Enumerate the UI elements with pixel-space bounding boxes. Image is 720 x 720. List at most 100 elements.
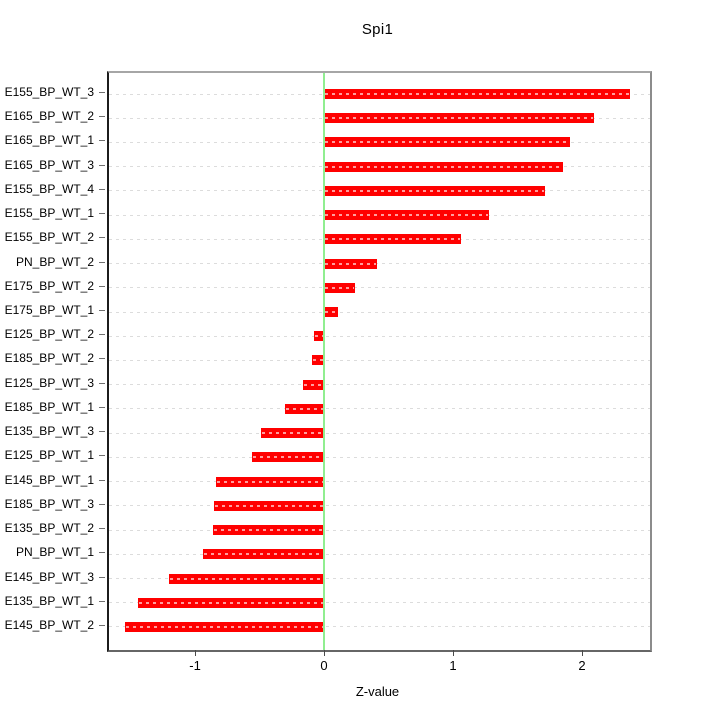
- y-axis-label: E125_BP_WT_3: [4, 375, 94, 390]
- y-axis-tick: [99, 310, 105, 311]
- y-axis-label: E135_BP_WT_2: [4, 521, 94, 536]
- y-axis-label: E155_BP_WT_1: [4, 206, 94, 221]
- x-axis-tick: [582, 650, 583, 656]
- x-axis-tick: [195, 650, 196, 656]
- bar-inner-dash: [325, 214, 489, 217]
- y-axis-label: E155_BP_WT_2: [4, 230, 94, 245]
- y-axis-label: E145_BP_WT_1: [4, 472, 94, 487]
- y-axis-tick: [99, 577, 105, 578]
- bar-inner-dash: [216, 480, 324, 483]
- bar-E175_BP_WT_1: [324, 307, 339, 318]
- y-axis-label: E175_BP_WT_2: [4, 278, 94, 293]
- y-axis-label: PN_BP_WT_1: [15, 545, 94, 560]
- bar-E155_BP_WT_4: [324, 185, 545, 196]
- bar-E185_BP_WT_3: [214, 500, 325, 511]
- bar-inner-dash: [170, 577, 324, 580]
- x-axis-tick-label: 2: [578, 658, 586, 673]
- row-gridline: [109, 335, 650, 337]
- bar-E145_BP_WT_3: [169, 573, 325, 584]
- bar-inner-dash: [203, 553, 324, 556]
- bar-E135_BP_WT_1: [138, 597, 325, 608]
- y-axis-tick: [99, 504, 105, 505]
- bar-E155_BP_WT_2: [324, 234, 461, 245]
- row-gridline: [109, 602, 650, 604]
- bar-E135_BP_WT_2: [213, 525, 325, 536]
- bar-inner-dash: [286, 407, 324, 410]
- bar-E165_BP_WT_2: [324, 113, 594, 124]
- bar-inner-dash: [325, 311, 338, 314]
- y-axis-label: E165_BP_WT_1: [4, 133, 94, 148]
- y-axis-tick: [99, 552, 105, 553]
- y-axis-label: E155_BP_WT_3: [4, 85, 94, 99]
- row-gridline: [109, 384, 650, 386]
- y-axis-tick: [99, 189, 105, 190]
- bar-E125_BP_WT_2: [313, 331, 325, 342]
- bar-E135_BP_WT_3: [260, 428, 325, 439]
- bar-E145_BP_WT_2: [125, 621, 325, 632]
- row-gridline: [109, 408, 650, 410]
- y-axis-label: E125_BP_WT_2: [4, 327, 94, 342]
- y-axis-tick: [99, 92, 105, 93]
- y-axis-tick: [99, 431, 105, 432]
- bar-inner-dash: [215, 504, 324, 507]
- y-axis-label: E185_BP_WT_3: [4, 496, 94, 511]
- x-axis-title: Z-value: [355, 684, 400, 699]
- row-gridline: [109, 432, 650, 434]
- y-axis-label: E135_BP_WT_3: [4, 424, 94, 439]
- y-axis-tick: [99, 407, 105, 408]
- bar-PN_BP_WT_1: [202, 549, 325, 560]
- bar-inner-dash: [139, 601, 324, 604]
- y-axis-label: E165_BP_WT_3: [4, 157, 94, 172]
- y-axis-tick: [99, 601, 105, 602]
- bar-inner-dash: [325, 165, 562, 168]
- bar-inner-dash: [325, 262, 376, 265]
- bar-E165_BP_WT_1: [324, 137, 571, 148]
- bar-inner-dash: [325, 286, 354, 289]
- bar-E185_BP_WT_2: [312, 355, 325, 366]
- bar-inner-dash: [252, 456, 324, 459]
- y-axis-tick: [99, 262, 105, 263]
- y-axis-label: E165_BP_WT_2: [4, 109, 94, 124]
- bar-E185_BP_WT_1: [285, 403, 325, 414]
- row-gridline: [109, 311, 650, 313]
- bar-inner-dash: [304, 383, 324, 386]
- row-gridline: [109, 553, 650, 555]
- y-axis-tick: [99, 140, 105, 141]
- bar-PN_BP_WT_2: [324, 258, 377, 269]
- bar-inner-dash: [126, 625, 324, 628]
- bar-inner-dash: [261, 432, 324, 435]
- y-axis-label: E145_BP_WT_2: [4, 617, 94, 632]
- bar-E145_BP_WT_1: [215, 476, 325, 487]
- row-gridline: [109, 529, 650, 531]
- row-gridline: [109, 263, 650, 265]
- chart-title: Spi1: [361, 21, 394, 38]
- y-axis-tick: [99, 116, 105, 117]
- y-axis-label: E175_BP_WT_1: [4, 303, 94, 318]
- bar-inner-dash: [325, 238, 460, 241]
- y-axis-label: E125_BP_WT_1: [4, 448, 94, 463]
- y-axis-label: E185_BP_WT_2: [4, 351, 94, 366]
- bar-E165_BP_WT_3: [324, 161, 563, 172]
- x-axis-tick-label: 0: [320, 658, 328, 673]
- x-axis-tick-label: -1: [189, 658, 201, 673]
- bar-inner-dash: [325, 189, 544, 192]
- row-gridline: [109, 481, 650, 483]
- bar-inner-dash: [314, 335, 324, 338]
- y-axis-tick: [99, 528, 105, 529]
- bar-inner-dash: [325, 141, 570, 144]
- y-axis-tick: [99, 334, 105, 335]
- bar-E125_BP_WT_3: [303, 379, 325, 390]
- row-gridline: [109, 578, 650, 580]
- y-axis-tick: [99, 383, 105, 384]
- row-gridline: [109, 505, 650, 507]
- x-axis-tick-label: 1: [449, 658, 457, 673]
- x-axis-tick: [324, 650, 325, 656]
- bar-inner-dash: [325, 117, 593, 120]
- y-axis-tick: [99, 455, 105, 456]
- bar-inner-dash: [214, 529, 324, 532]
- bar-E155_BP_WT_1: [324, 210, 490, 221]
- y-axis-label: E185_BP_WT_1: [4, 399, 94, 414]
- y-axis-tick: [99, 165, 105, 166]
- bar-E125_BP_WT_1: [251, 452, 325, 463]
